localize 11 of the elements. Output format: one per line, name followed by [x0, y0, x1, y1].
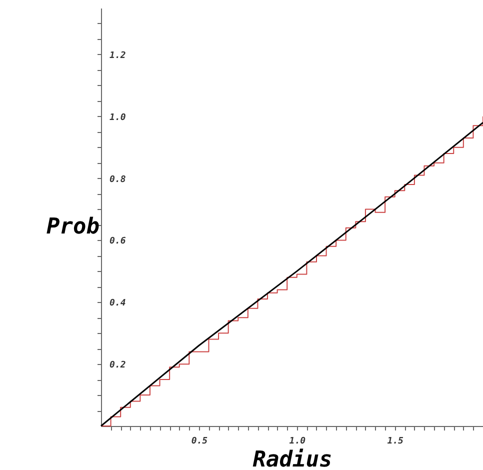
y-tick-label: 0.8 [110, 174, 126, 185]
y-tick-label: 0.6 [110, 236, 126, 247]
y-tick-label: 0.4 [110, 298, 126, 309]
x-tick-label: 1.0 [289, 436, 306, 446]
x-axis-title: Radius [252, 448, 332, 470]
y-axis-title: Prob [46, 214, 100, 240]
y-tick-label: 0.2 [110, 360, 126, 371]
y-tick-label: 1.0 [110, 112, 126, 123]
x-tick-label: 0.5 [191, 436, 208, 446]
x-tick-label: 1.5 [387, 436, 404, 446]
y-tick-label: 1.2 [110, 50, 126, 61]
